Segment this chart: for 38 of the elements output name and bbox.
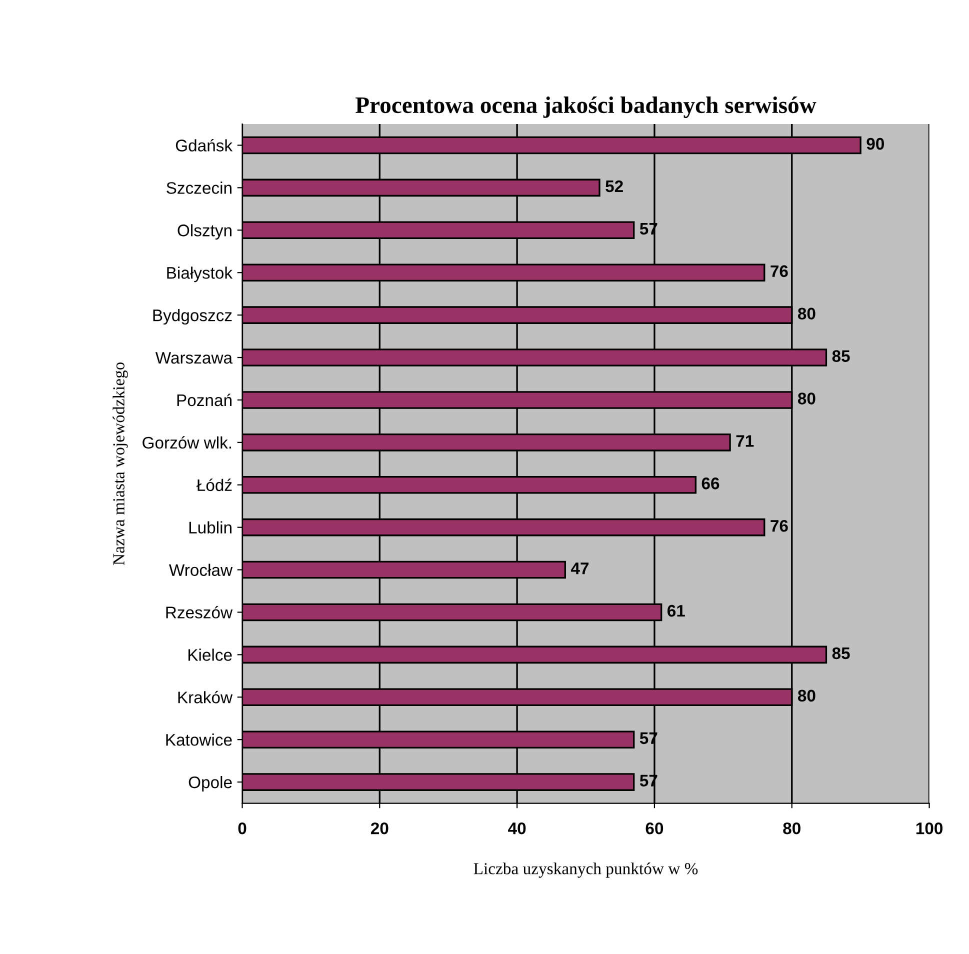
x-tick-label: 0	[238, 822, 246, 834]
data-label: 85	[832, 350, 850, 362]
y-tick-label: Warszawa	[155, 352, 233, 364]
y-tick-label: Gdańsk	[176, 139, 233, 152]
data-label: 71	[736, 435, 754, 447]
data-label: 90	[866, 138, 884, 150]
y-tick-label: Rzeszów	[166, 606, 233, 618]
data-label: 61	[668, 604, 685, 617]
y-tick-label: Wrocław	[169, 564, 233, 576]
x-axis-title: Liczba uzyskanych punktów w %	[474, 862, 698, 878]
x-tick-label: 20	[370, 822, 388, 834]
data-label: 80	[798, 308, 816, 320]
y-tick-label: Bydgoszcz	[153, 309, 232, 325]
data-label: 76	[770, 520, 788, 532]
y-tick-label: Łódź	[196, 478, 232, 492]
data-label: 52	[606, 180, 623, 192]
y-tick-label: Kielce	[188, 648, 232, 661]
data-label: 66	[702, 478, 720, 490]
y-tick-label: Poznań	[177, 394, 232, 406]
y-axis-title: Nazwa miasta wojewódzkiego	[112, 362, 128, 565]
y-tick-label: Olsztyn	[178, 224, 232, 240]
y-tick-label: Katowice	[166, 734, 232, 746]
data-label: 80	[798, 392, 816, 404]
y-tick-label: Białystok	[167, 266, 233, 282]
data-label: 76	[770, 265, 788, 278]
data-label: 80	[798, 690, 816, 702]
x-tick-label: 80	[783, 822, 800, 834]
y-tick-label: Kraków	[178, 690, 233, 704]
y-tick-label: Lublin	[189, 521, 232, 534]
y-tick-label: Gorzów wlk.	[142, 436, 232, 449]
y-tick-label: Szczecin	[166, 182, 232, 194]
y-tick-label: Opole	[188, 776, 232, 792]
x-tick-label: 60	[646, 822, 664, 834]
x-tick-label: 100	[916, 822, 942, 834]
x-tick-label: 40	[508, 822, 526, 834]
data-label: 85	[832, 647, 850, 660]
chart-title: Procentowa ocena jakości badanych serwisów	[356, 96, 816, 118]
data-label: 47	[570, 562, 589, 574]
